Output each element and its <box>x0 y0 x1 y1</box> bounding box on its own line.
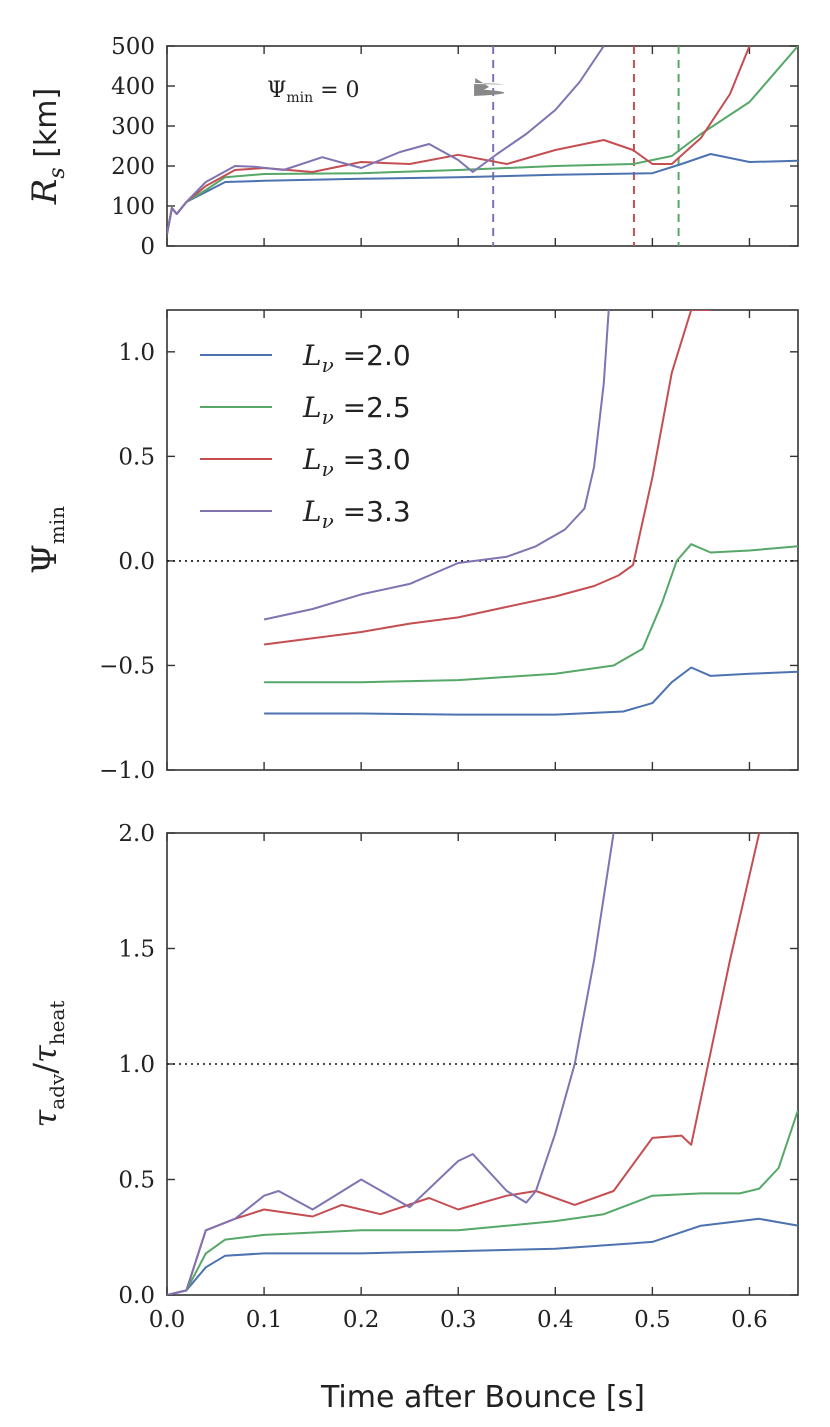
top-ytick-label: 100 <box>111 194 155 220</box>
legend-label-L3.3: Lν =3.3 <box>302 495 411 533</box>
top-ytick-label: 500 <box>111 34 155 60</box>
bottom-ytick-label: 0.5 <box>118 1168 155 1194</box>
bottom-series-L3.0 <box>167 833 761 1295</box>
middle-series-L2.0 <box>264 666 798 716</box>
panel-psi-min: −1.0 −0.5 0.0 0.5 1.0 Lν =2.0 Lν =2.5 Lν =3.0 Lν… <box>99 309 799 784</box>
top-ytick-label: 200 <box>111 154 155 180</box>
middle-ytick-label: 0.0 <box>118 549 155 575</box>
legend-label-L2.0: Lν =2.0 <box>302 339 411 377</box>
panel-timescale-ratio: 0.0 0.5 1.0 1.5 2.0 0.0 0.1 0.2 0.3 0.4 0.5 0.6 <box>118 821 799 1333</box>
middle-ytick-label: −1.0 <box>99 758 155 784</box>
middle-series-L2.5 <box>264 543 798 684</box>
middle-ytick-label: 0.5 <box>118 444 155 470</box>
top-ytick-label: 400 <box>111 74 155 100</box>
bottom-xtick-label: 0.6 <box>731 1307 768 1333</box>
top-ylabel: Rs [km] <box>25 88 70 205</box>
top-ytick-label: 0 <box>140 234 155 260</box>
middle-series-L3.3 <box>263 310 610 621</box>
legend-label-L2.5: Lν =2.5 <box>302 391 411 429</box>
bottom-xtick-label: 0.3 <box>440 1307 477 1333</box>
bottom-xtick-label: 0.4 <box>537 1307 574 1333</box>
bottom-series-L2.0 <box>167 1217 798 1295</box>
middle-ytick-label: −0.5 <box>99 653 155 679</box>
bottom-ylabel: τadv/τheat <box>26 1001 69 1128</box>
top-series-L3.0 <box>167 46 751 235</box>
bottom-xtick-label: 0.5 <box>634 1307 671 1333</box>
top-series-L3.3 <box>167 46 605 235</box>
bottom-ytick-label: 0.0 <box>118 1283 155 1309</box>
middle-plot-frame <box>166 309 799 771</box>
middle-series-L3.0 <box>263 310 711 646</box>
annotation-label: Ψmin = 0 <box>267 78 360 106</box>
annotation-arrow <box>474 78 505 96</box>
top-ytick-label: 300 <box>111 114 155 140</box>
bottom-xtick-label: 0.1 <box>246 1307 283 1333</box>
x-axis-label: Time after Bounce [s] <box>320 1380 645 1415</box>
top-series-L2.5 <box>167 46 798 235</box>
middle-ylabel: Ψmin <box>25 506 69 574</box>
bottom-xtick-label: 0.2 <box>343 1307 380 1333</box>
top-plot-frame <box>166 45 799 247</box>
bottom-ytick-label: 2.0 <box>118 821 155 847</box>
bottom-series-L2.5 <box>167 1109 798 1295</box>
middle-ytick-label: 1.0 <box>118 340 155 366</box>
bottom-ytick-label: 1.0 <box>118 1052 155 1078</box>
bottom-ytick-label: 1.5 <box>118 937 155 963</box>
legend-label-L3.0: Lν =3.0 <box>302 443 411 481</box>
bottom-xtick-label: 0.0 <box>149 1307 186 1333</box>
bottom-series-L3.3 <box>167 833 615 1295</box>
panel-shock-radius: 0 100 200 300 400 500 Ψmin = 0 <box>111 34 799 260</box>
